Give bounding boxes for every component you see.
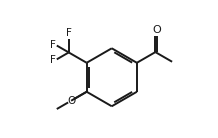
Text: O: O xyxy=(152,25,161,35)
Text: O: O xyxy=(67,96,75,106)
Text: F: F xyxy=(50,40,56,50)
Text: F: F xyxy=(66,28,72,38)
Text: F: F xyxy=(50,55,56,65)
